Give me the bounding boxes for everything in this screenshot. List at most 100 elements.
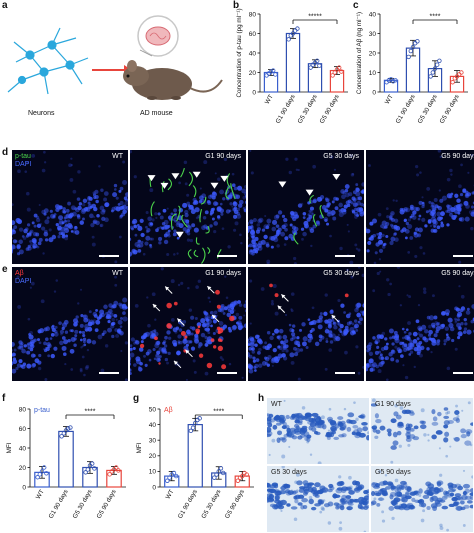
stained-cell <box>267 494 270 497</box>
nucleus <box>404 228 410 234</box>
nucleus <box>166 330 171 335</box>
nucleus <box>37 360 42 365</box>
nucleus <box>248 336 254 341</box>
nucleus <box>439 198 444 203</box>
nucleus <box>104 202 110 208</box>
nucleus <box>267 355 272 360</box>
nucleus <box>404 236 408 240</box>
stained-cell <box>355 417 359 422</box>
stained-cell <box>431 495 438 502</box>
nucleus <box>430 205 433 208</box>
nucleus <box>417 227 423 233</box>
nucleus <box>192 359 196 363</box>
nucleus <box>38 353 42 358</box>
stained-cell <box>275 422 282 426</box>
nucleus <box>460 322 464 326</box>
nucleus <box>456 198 461 203</box>
nucleus <box>413 206 419 212</box>
stained-cell <box>352 498 358 503</box>
marker-signal <box>166 323 172 329</box>
nucleus <box>390 211 395 216</box>
nucleus <box>429 224 433 228</box>
nucleus <box>405 221 409 226</box>
nucleus <box>74 230 80 235</box>
data-point <box>218 466 224 471</box>
nucleus <box>153 357 157 361</box>
nucleus <box>160 267 164 271</box>
nucleus <box>433 218 437 222</box>
scale-bar <box>453 255 473 257</box>
nucleus <box>318 338 322 342</box>
nucleus <box>408 295 412 299</box>
nucleus <box>78 202 83 206</box>
nucleus <box>43 150 46 154</box>
stained-cell <box>339 505 345 511</box>
nucleus <box>102 208 106 213</box>
marker-signal <box>195 330 200 335</box>
nucleus <box>86 348 90 352</box>
y-tick-label: 20 <box>369 50 377 57</box>
nucleus <box>283 217 288 223</box>
nucleus <box>136 244 141 249</box>
nucleus <box>346 223 349 226</box>
nucleus <box>332 321 336 325</box>
stained-cell <box>281 425 287 430</box>
nucleus <box>451 338 455 343</box>
nucleus <box>258 339 263 345</box>
stained-cell <box>281 414 286 419</box>
nucleus <box>63 339 69 345</box>
stained-cell <box>348 490 355 495</box>
stained-cell <box>399 406 404 410</box>
nucleus <box>260 287 265 291</box>
nucleus <box>64 236 69 241</box>
nucleus <box>361 190 364 194</box>
nucleus <box>188 207 192 211</box>
nucleus <box>64 219 67 223</box>
nucleus <box>37 329 42 334</box>
nucleus <box>444 309 450 315</box>
nucleus <box>249 322 252 325</box>
nucleus <box>32 245 36 249</box>
nucleus <box>70 163 73 167</box>
data-point <box>317 63 322 68</box>
nucleus <box>46 342 51 347</box>
data-point <box>339 69 344 74</box>
nucleus <box>16 252 21 256</box>
nucleus <box>383 225 387 229</box>
nucleus <box>356 214 359 217</box>
nucleus <box>49 337 53 340</box>
nucleus <box>248 244 250 248</box>
nucleus <box>457 211 461 215</box>
nucleus <box>219 189 225 195</box>
stained-cell <box>371 482 376 488</box>
nucleus <box>33 338 37 342</box>
marker-signal <box>199 208 203 223</box>
micrograph-e-4: G5 90 days <box>366 267 474 381</box>
nucleus <box>385 342 389 346</box>
arrow-icon <box>177 318 182 323</box>
data-point <box>165 478 170 483</box>
nucleus <box>76 214 81 218</box>
stained-cell <box>436 497 443 503</box>
stained-cell <box>453 501 460 506</box>
nucleus <box>45 346 50 352</box>
stained-cell <box>390 418 397 424</box>
nucleus <box>68 224 74 230</box>
nucleus <box>355 247 358 250</box>
nucleus <box>55 223 60 227</box>
nucleus <box>167 234 171 238</box>
nucleus <box>424 224 428 228</box>
nucleus <box>284 339 289 344</box>
stained-cell <box>301 498 308 503</box>
nucleus <box>185 378 188 381</box>
nucleus <box>99 205 105 211</box>
nucleus <box>248 338 249 342</box>
nucleus <box>107 315 112 320</box>
nucleus <box>59 329 65 334</box>
stained-cell <box>390 500 398 505</box>
nucleus <box>436 341 440 346</box>
nucleus <box>28 333 32 336</box>
nucleus <box>403 207 408 212</box>
nucleus <box>192 201 197 205</box>
